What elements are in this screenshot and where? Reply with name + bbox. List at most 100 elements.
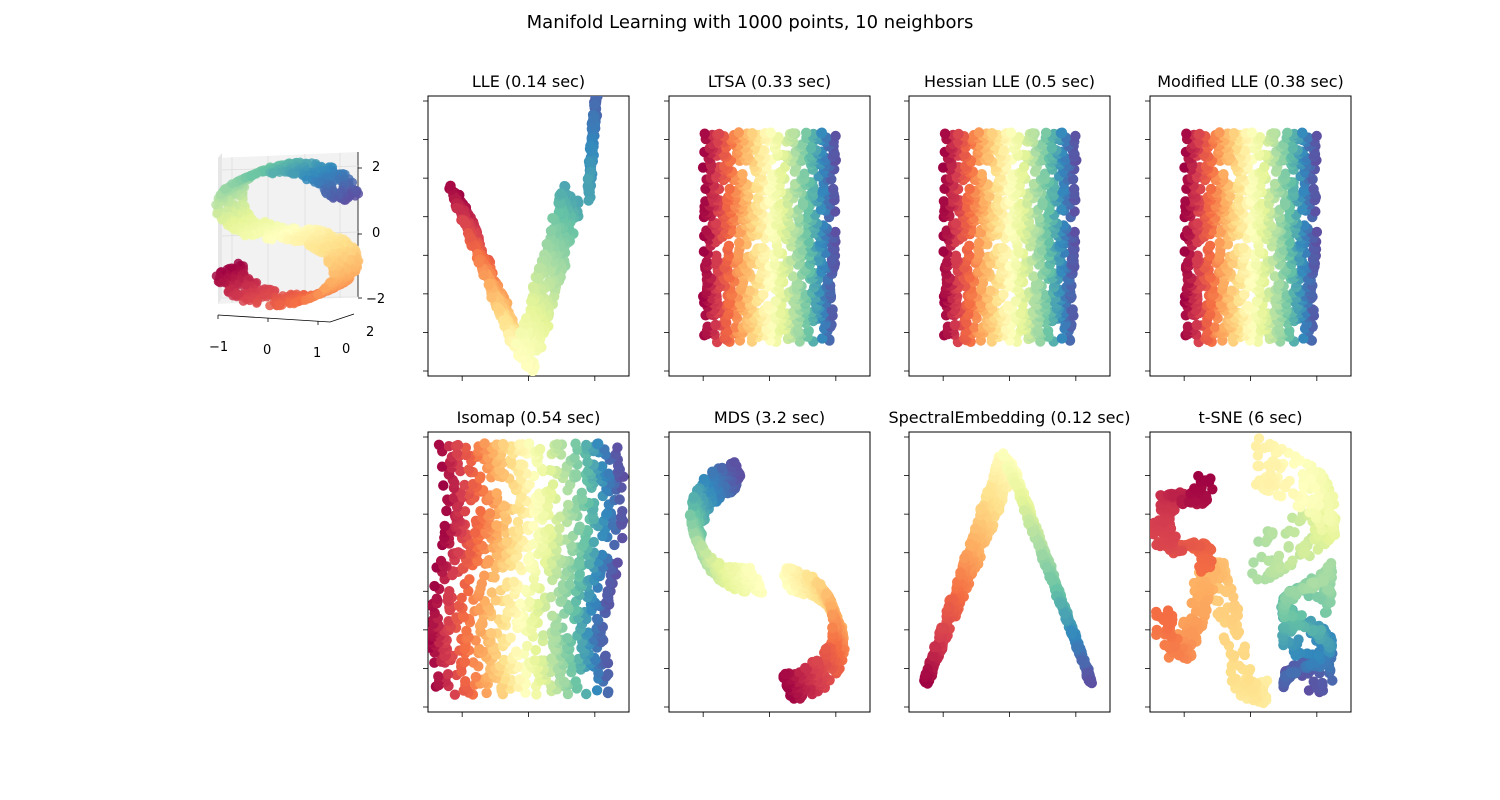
data-point <box>583 184 595 195</box>
data-point <box>220 184 230 194</box>
data-point <box>592 59 602 69</box>
data-point <box>464 232 476 243</box>
data-point <box>265 301 275 311</box>
data-point <box>586 141 597 152</box>
data-point <box>458 215 469 226</box>
data-point <box>290 237 300 247</box>
data-point <box>246 171 256 181</box>
figure-title: Manifold Learning with 1000 points, 10 n… <box>526 12 974 33</box>
data-point <box>773 132 784 143</box>
data-point <box>591 61 601 71</box>
data-point <box>212 209 222 219</box>
data-point <box>762 300 773 312</box>
data-point <box>974 237 985 248</box>
data-point <box>702 321 713 332</box>
data-point <box>964 240 975 251</box>
data-point <box>323 257 333 268</box>
data-point <box>969 322 980 333</box>
panel-modified-lle <box>1145 95 1352 381</box>
data-point <box>938 196 950 207</box>
data-point <box>526 296 537 307</box>
panel-lle <box>423 59 630 381</box>
data-point <box>300 295 310 305</box>
data-point <box>744 285 756 296</box>
data-point <box>964 183 975 195</box>
points-ltsa <box>697 127 841 348</box>
data-point <box>1205 183 1217 195</box>
data-point <box>830 226 841 238</box>
data-point <box>998 289 1009 300</box>
data-point <box>1182 321 1194 332</box>
data-point <box>1037 196 1048 208</box>
data-point <box>1279 196 1291 208</box>
data-point <box>555 188 567 199</box>
data-point <box>949 319 961 331</box>
data-point <box>1067 304 1078 315</box>
data-point <box>302 175 312 185</box>
data-point <box>534 262 546 273</box>
data-point <box>1214 237 1225 248</box>
data-point <box>938 162 949 173</box>
data-point <box>240 231 250 241</box>
data-point <box>309 244 319 254</box>
data-point <box>229 225 239 235</box>
data-point <box>1028 271 1039 282</box>
data-point <box>1239 289 1250 300</box>
data-point <box>801 127 812 138</box>
data-point <box>445 180 456 191</box>
data-point <box>1191 319 1203 331</box>
data-point <box>722 325 733 336</box>
data-point <box>1183 256 1194 268</box>
data-point <box>1067 174 1079 185</box>
data-point <box>734 237 745 248</box>
data-point <box>1010 296 1021 307</box>
data-point <box>1069 226 1080 238</box>
data-point <box>1269 178 1281 190</box>
data-point <box>275 301 285 311</box>
points-lle <box>444 59 603 376</box>
data-point <box>313 289 323 299</box>
data-point <box>252 298 262 308</box>
data-point <box>1238 242 1249 254</box>
embedding-panels <box>423 59 1352 717</box>
data-point <box>710 218 722 229</box>
data-point <box>510 338 522 349</box>
data-point <box>1226 285 1237 296</box>
data-point <box>950 218 962 229</box>
data-point <box>547 213 558 224</box>
data-point <box>584 156 595 168</box>
points-hessian-lle <box>938 127 1082 348</box>
data-point <box>1027 128 1038 139</box>
data-point <box>1010 259 1021 270</box>
data-point <box>1015 308 1026 319</box>
data-point <box>1070 130 1081 142</box>
data-point <box>1310 206 1321 217</box>
data-point <box>288 169 298 179</box>
data-point <box>545 225 557 237</box>
data-point <box>1039 289 1050 301</box>
data-point <box>699 128 710 139</box>
data-point <box>1192 250 1203 261</box>
data-point <box>698 246 710 257</box>
data-point <box>492 302 504 313</box>
data-point <box>816 127 828 138</box>
data-point <box>483 279 494 290</box>
data-point <box>1005 127 1017 138</box>
data-point <box>211 271 221 281</box>
data-point <box>817 333 828 344</box>
data-point <box>289 299 299 309</box>
data-point <box>950 250 962 261</box>
panel-ltsa <box>664 95 871 381</box>
data-point <box>1018 161 1030 172</box>
data-point <box>1308 183 1319 195</box>
data-point <box>701 256 712 268</box>
data-point <box>775 308 786 319</box>
data-point <box>942 256 953 268</box>
data-point <box>1280 168 1291 179</box>
data-point <box>1307 174 1318 185</box>
data-point <box>828 183 839 195</box>
data-point <box>228 291 238 301</box>
data-point <box>799 168 810 179</box>
data-point <box>1311 226 1323 238</box>
